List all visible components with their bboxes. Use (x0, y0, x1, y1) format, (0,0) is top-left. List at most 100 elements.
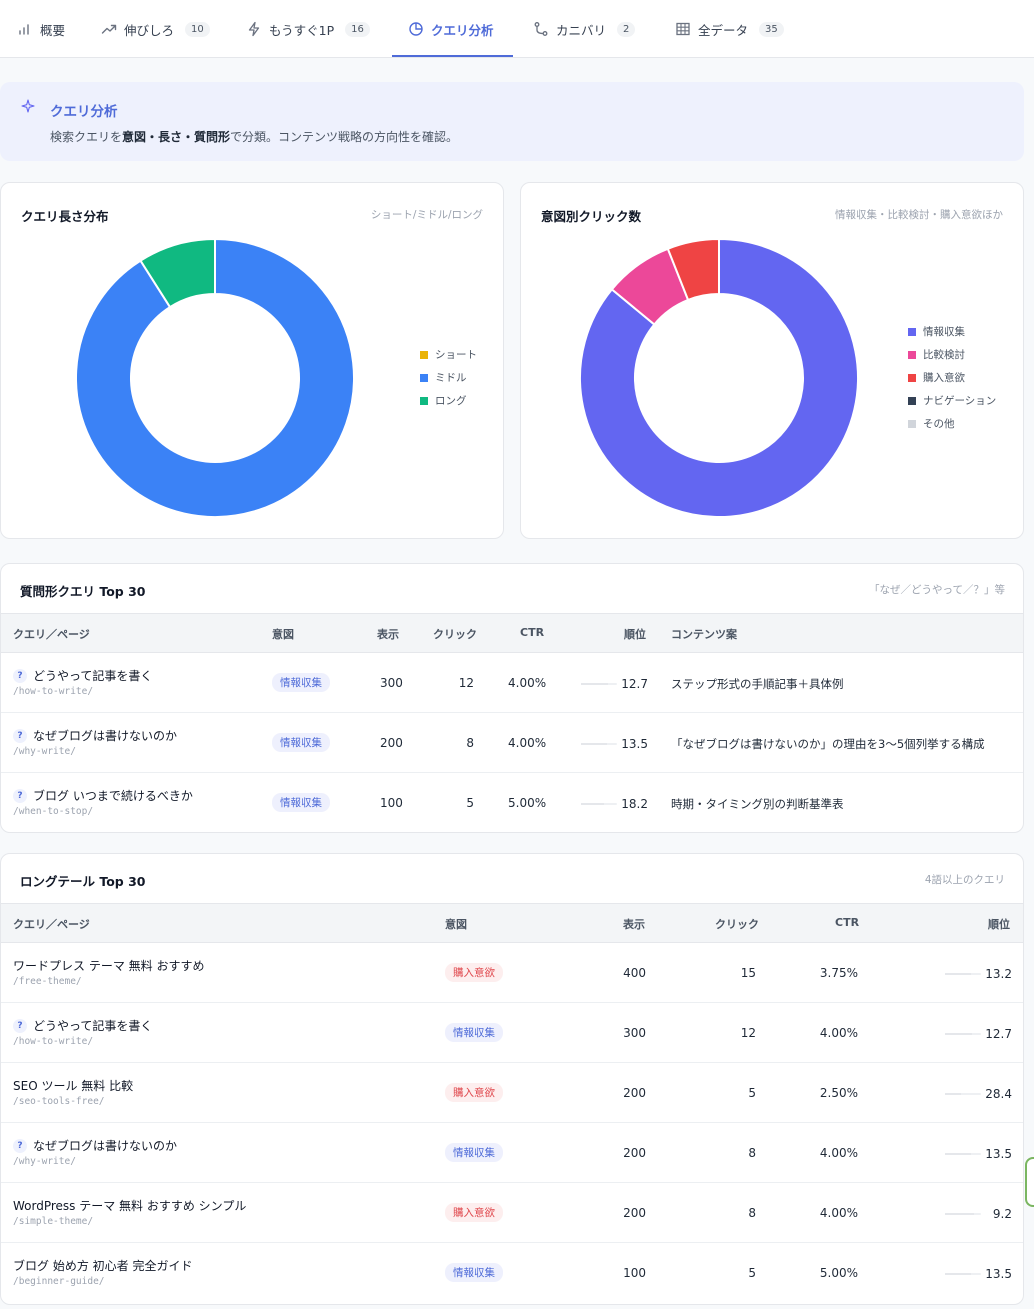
table-row[interactable]: WordPress テーマ 無料 おすすめ シンプル/simple-theme/… (1, 1183, 1023, 1243)
legend-item[interactable]: ショート (420, 343, 477, 366)
column-header[interactable]: クエリ／ページ (13, 628, 90, 641)
legend-item[interactable]: 情報収集 (908, 320, 996, 343)
table-header: クエリ／ページ 意図 表示 クリック CTR 順位 (1, 903, 1023, 943)
rank: 13.5 (985, 1267, 1012, 1281)
clicks: 12 (740, 1026, 756, 1040)
page-path[interactable]: /how-to-write/ (13, 686, 94, 697)
query-text[interactable]: ブログ 始め方 初心者 完全ガイド (13, 1257, 192, 1274)
column-header[interactable]: 表示 (377, 628, 399, 641)
info-banner: クエリ分析 検索クエリを意図・長さ・質問形で分類。コンテンツ戦略の方向性を確認。 (0, 82, 1024, 161)
legend-item[interactable]: その他 (908, 412, 996, 435)
table-row[interactable]: ブログ 始め方 初心者 完全ガイド/beginner-guide/情報収集 100… (1, 1243, 1023, 1303)
legend-item[interactable]: ロング (420, 389, 477, 412)
tab-query-analysis[interactable]: クエリ分析 (408, 0, 494, 58)
query-text[interactable]: ? なぜブログは書けないのか (13, 1137, 177, 1154)
legend-item[interactable]: ミドル (420, 366, 477, 389)
table-row[interactable]: ? なぜブログは書けないのか/why-write/情報収集 200 8 4.00% 13.… (1, 713, 1023, 773)
question-icon: ? (13, 668, 27, 683)
query-label: SEO ツール 無料 比較 (13, 1079, 134, 1093)
grid-icon (675, 21, 691, 37)
rank: 9.2 (992, 1207, 1012, 1221)
column-header[interactable]: 順位 (988, 918, 1010, 931)
card-subtitle: ショート/ミドル/ロング (370, 209, 483, 221)
page-path[interactable]: /when-to-stop/ (13, 806, 94, 817)
card-title: 意図別クリック数 (541, 209, 642, 224)
column-header[interactable]: CTR (835, 916, 860, 929)
tab-cannibal[interactable]: カニバリ 2 (533, 0, 636, 58)
table-row[interactable]: ワードプレス テーマ 無料 おすすめ/free-theme/購入意欲 400 15 3… (1, 943, 1023, 1003)
rank-bar (581, 743, 617, 745)
query-text[interactable]: ? どうやって記事を書く (13, 1017, 152, 1034)
table-subtitle: 「なぜ／どうやって／？」等 (869, 584, 1005, 596)
query-text[interactable]: SEO ツール 無料 比較 (13, 1077, 133, 1094)
query-label: どうやって記事を書く (33, 1019, 153, 1033)
page-path[interactable]: /why-write/ (13, 1156, 76, 1167)
table-row[interactable]: ? どうやって記事を書く/how-to-write/情報収集 300 12 4.00% 1… (1, 1003, 1023, 1063)
impressions: 200 (623, 1206, 646, 1220)
column-header[interactable]: 意図 (445, 918, 467, 931)
legend-item[interactable]: 比較検討 (908, 343, 996, 366)
donut-slice-1[interactable] (75, 237, 355, 518)
impressions: 300 (380, 676, 403, 690)
clicks: 8 (466, 736, 474, 750)
legend-label: ロング (435, 395, 467, 407)
query-label: ブログ 始め方 初心者 完全ガイド (13, 1259, 193, 1273)
column-header[interactable]: コンテンツ案 (671, 628, 737, 641)
query-text[interactable]: ワードプレス テーマ 無料 おすすめ (13, 957, 204, 974)
legend-item[interactable]: 購入意欲 (908, 366, 996, 389)
question-query-table: 質問形クエリ Top 30 「なぜ／どうやって／？」等 クエリ／ページ 意図 表… (0, 563, 1024, 833)
table-title: ロングテール Top 30 (20, 874, 146, 889)
page-path[interactable]: /beginner-guide/ (13, 1276, 105, 1287)
tab-growth[interactable]: 伸びしろ 10 (101, 0, 210, 58)
query-text[interactable]: WordPress テーマ 無料 おすすめ シンプル (13, 1197, 246, 1214)
column-header[interactable]: 表示 (623, 918, 645, 931)
table-row[interactable]: ? ブログ いつまで続けるべきか/when-to-stop/情報収集 100 5 5.0… (1, 773, 1023, 832)
intent-clicks-card: 意図別クリック数 情報収集・比較検討・購入意欲ほか 情報収集 比較検討 購入意欲 ナビ… (520, 182, 1024, 539)
question-icon: ? (13, 728, 27, 743)
legend-swatch (420, 350, 428, 359)
floating-side-widget[interactable] (1025, 1157, 1034, 1207)
table-title: 質問形クエリ Top 30 (20, 584, 146, 599)
donut-slice-0[interactable] (579, 237, 859, 518)
page-path[interactable]: /why-write/ (13, 746, 76, 757)
tab-overview[interactable]: 概要 (17, 0, 65, 58)
count-badge: 35 (759, 21, 784, 37)
page-path[interactable]: /free-theme/ (13, 976, 82, 987)
active-tab-indicator (392, 55, 513, 57)
page-path[interactable]: /simple-theme/ (13, 1216, 94, 1227)
tab-label: カニバリ (556, 22, 607, 38)
count-badge: 16 (345, 21, 370, 37)
page-path[interactable]: /how-to-write/ (13, 1036, 94, 1047)
clicks: 8 (748, 1146, 756, 1160)
impressions: 100 (623, 1266, 646, 1280)
question-icon: ? (13, 1018, 27, 1033)
table-row[interactable]: ? なぜブログは書けないのか/why-write/情報収集 200 8 4.00% 13.… (1, 1123, 1023, 1183)
query-text[interactable]: ? なぜブログは書けないのか (13, 727, 177, 744)
impressions: 200 (623, 1146, 646, 1160)
impressions: 200 (380, 736, 403, 750)
page-path[interactable]: /seo-tools-free/ (13, 1096, 105, 1107)
tab-almost-page1[interactable]: もうすぐ1P 16 (246, 0, 370, 58)
column-header[interactable]: クリック (433, 628, 477, 641)
column-header[interactable]: 意図 (272, 628, 294, 641)
legend-item[interactable]: ナビゲーション (908, 389, 996, 412)
query-label: なぜブログは書けないのか (33, 729, 178, 743)
tab-all-data[interactable]: 全データ 35 (675, 0, 784, 58)
query-text[interactable]: ? どうやって記事を書く (13, 667, 152, 684)
column-header[interactable]: クエリ／ページ (13, 918, 90, 931)
table-row[interactable]: ? どうやって記事を書く/how-to-write/情報収集 300 12 4.00% 1… (1, 653, 1023, 713)
clicks: 15 (740, 966, 756, 980)
intent-badge: 購入意欲 (445, 1083, 503, 1102)
query-label: どうやって記事を書く (33, 669, 153, 683)
intent-badge: 購入意欲 (445, 963, 503, 982)
column-header[interactable]: クリック (715, 918, 759, 931)
intent-badge: 購入意欲 (445, 1203, 503, 1222)
legend-swatch (908, 327, 916, 336)
column-header[interactable]: CTR (520, 626, 545, 639)
column-header[interactable]: 順位 (624, 628, 646, 641)
donut-slice-2[interactable] (139, 237, 216, 309)
query-text[interactable]: ? ブログ いつまで続けるべきか (13, 787, 193, 804)
impressions: 400 (623, 966, 646, 980)
donut-slice-2[interactable] (666, 237, 720, 302)
table-row[interactable]: SEO ツール 無料 比較/seo-tools-free/購入意欲 200 5 2.5… (1, 1063, 1023, 1123)
